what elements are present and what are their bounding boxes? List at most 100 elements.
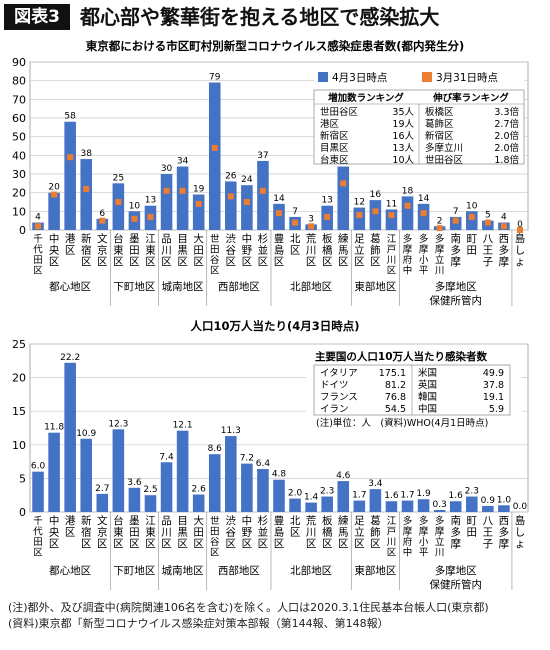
bar [433, 509, 446, 512]
bar [273, 203, 285, 230]
y-tick-label: 5 [19, 472, 26, 485]
page-title: 都心部や繁華街を抱える地区で感染拡大 [80, 5, 440, 29]
x-tick-label: 港区 [65, 515, 76, 539]
country-cell: ドイツ [320, 380, 349, 391]
country-cell: 5.9 [489, 404, 504, 415]
country-cell: 19.1 [483, 392, 504, 403]
marker [340, 180, 347, 187]
country-cell: 175.1 [379, 368, 406, 379]
group-label: 下町地区 [113, 280, 155, 293]
ranking-cell: 新宿区 [320, 130, 349, 142]
x-tick-label: 中央区 [49, 514, 60, 550]
marker [436, 225, 443, 232]
x-tick-label: 多摩立川 [435, 233, 445, 277]
marker [131, 215, 138, 222]
x-tick-label: 江戸川区 [387, 234, 397, 277]
data-label: 7.2 [240, 454, 254, 464]
group-label: 城南地区 [162, 564, 204, 577]
bar [208, 454, 221, 512]
data-label: 24 [241, 175, 253, 185]
data-label: 18 [402, 186, 414, 196]
x-tick-label: 島しょ [515, 232, 526, 268]
bar [498, 505, 510, 512]
bar [192, 494, 205, 512]
ranking-cell: 19人 [392, 119, 414, 130]
country-cell: 49.9 [483, 368, 504, 379]
bar [353, 207, 366, 230]
data-label: 2 [437, 216, 443, 226]
x-tick-label: 千代田区 [33, 234, 43, 277]
ranking-cell: 台東区 [320, 154, 349, 166]
marker [243, 199, 250, 205]
bar [64, 121, 76, 230]
x-tick-label: 渋谷区 [226, 232, 237, 268]
x-tick-label: 文京区 [97, 514, 108, 550]
data-label: 2.0 [288, 489, 303, 499]
marker [356, 212, 363, 219]
data-label: 13 [321, 196, 332, 206]
group-label: 北部地区 [290, 280, 332, 293]
marker [500, 223, 507, 230]
cases-chart-svg: 東京都における市区町村別新型コロナウイルス感染症患者数(都内発生分)010203… [12, 39, 529, 307]
marker [163, 187, 170, 194]
bar [176, 430, 189, 512]
bar [273, 479, 285, 512]
x-tick-label: 葛飾区 [370, 232, 381, 268]
marker [147, 213, 154, 220]
ranking-cell: 新宿区 [425, 130, 454, 142]
bar [417, 203, 430, 230]
marker [179, 187, 186, 194]
x-tick-label: 渋谷区 [226, 514, 237, 550]
x-tick-label: 中央区 [49, 232, 60, 268]
data-label: 4.8 [272, 470, 287, 480]
data-label: 6.0 [31, 462, 46, 472]
data-label: 79 [209, 73, 221, 83]
data-label: 4 [501, 213, 507, 223]
marker [372, 208, 379, 215]
bar [80, 159, 93, 230]
data-label: 14 [418, 194, 430, 204]
group-label: 都心地区 [49, 564, 91, 577]
ranking-cell: 35人 [392, 107, 414, 118]
ranking-cell: 港区 [320, 118, 340, 130]
bar [225, 436, 237, 512]
ranking-cell: 多摩立川 [425, 142, 463, 154]
data-label: 3.4 [368, 479, 383, 489]
ranking-cell: 2.0倍 [494, 130, 519, 142]
data-label: 2.3 [320, 487, 334, 497]
ranking-cell: 2.0倍 [494, 142, 519, 154]
group-label: 西部地区 [218, 280, 260, 293]
x-tick-label: 南多摩 [450, 514, 461, 550]
country-table-title: 主要国の人口10万人当たり感染者数 [315, 350, 488, 363]
bar [401, 500, 414, 512]
data-label: 0 [517, 220, 523, 230]
bar [144, 495, 157, 512]
data-label: 20 [48, 183, 60, 193]
marker [292, 219, 299, 226]
y-tick-label: 20 [12, 372, 26, 385]
group-label: 北部地区 [290, 564, 332, 577]
x-tick-label: 大田区 [193, 232, 204, 268]
x-tick-label: 町田 [467, 233, 478, 257]
legend-swatch-bar [318, 72, 328, 82]
bar [305, 502, 317, 512]
x-tick-label: 島しょ [515, 514, 526, 550]
bar [321, 496, 333, 512]
y-tick-label: 80 [12, 75, 26, 88]
figure-badge: 図表3 [4, 4, 70, 30]
bar [48, 432, 60, 512]
group-label-sub: 保健所管内 [429, 294, 482, 307]
x-tick-label: 多摩小平 [419, 233, 429, 277]
data-label: 1.6 [449, 491, 464, 501]
group-label: 東部地区 [354, 564, 396, 577]
data-label: 11.3 [221, 426, 241, 436]
marker [468, 213, 475, 220]
legend-label: 3月31日時点 [436, 72, 498, 84]
marker [99, 217, 106, 224]
x-tick-label: 江東区 [145, 233, 156, 268]
ranking-cell: 13人 [392, 143, 414, 154]
marker [51, 191, 58, 198]
y-tick-label: 40 [12, 149, 26, 162]
bar [482, 505, 494, 512]
marker [324, 213, 331, 220]
